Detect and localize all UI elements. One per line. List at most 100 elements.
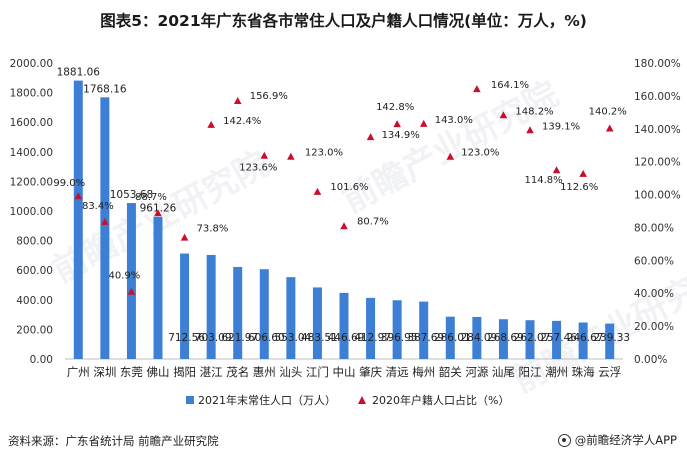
y-right-tick-label: 0.00% [634,354,667,366]
ratio-value-label: 40.9% [109,271,141,282]
x-tick-label: 汕尾 [492,365,515,379]
ratio-marker [233,96,242,104]
y-left-tick-label: 400.00 [16,295,53,307]
x-tick-label: 湛江 [200,365,223,379]
legend-bar-label: 2021年末常住人口（万人） [198,393,336,407]
x-tick-label: 广州 [67,365,90,379]
bar-value-label: 284.09 [460,332,497,344]
ratio-value-label: 142.8% [376,102,414,113]
y-right-tick-label: 120.00% [634,157,681,169]
x-tick-label: 茂名 [226,365,249,379]
ratio-marker [579,169,587,177]
bar-value-label: 239.33 [593,332,630,344]
bar-value-label: 1053.68 [110,189,153,201]
y-right-tick-label: 80.00% [634,222,674,234]
ratio-marker [260,151,269,159]
y-left-tick-label: 1400.00 [10,147,53,159]
y-left-tick-label: 1800.00 [10,88,53,100]
y-left-tick-label: 1200.00 [10,176,53,188]
x-tick-label: 潮州 [545,365,568,379]
bar [286,277,296,359]
ratio-value-label: 83.4% [82,201,114,212]
bar [180,253,190,359]
ratio-value-label: 99.0% [53,178,85,189]
y-right-tick-label: 60.00% [634,255,674,267]
bar [233,266,243,359]
x-tick-label: 东莞 [120,365,143,379]
ratio-value-label: 139.1% [542,121,580,132]
y-left-tick-label: 800.00 [16,236,53,248]
brand-icon [557,433,571,447]
ratio-value-label: 134.9% [382,130,420,141]
ratio-marker [180,233,189,241]
x-tick-label: 清远 [386,365,409,379]
ratio-value-label: 123.0% [305,148,343,159]
ratio-value-label: 73.8% [197,224,229,235]
bar-value-label: 286.01 [434,332,471,344]
ratio-marker [287,152,295,160]
x-tick-label: 汕头 [279,365,302,379]
ratio-value-label: 114.8% [525,175,563,186]
y-right-tick-label: 20.00% [634,321,674,333]
bar [498,319,508,359]
brand-text: @前瞻经济学人APP [574,433,677,447]
x-tick-label: 中山 [333,365,356,379]
bar [126,203,136,359]
y-left-tick-label: 200.00 [16,324,53,336]
x-tick-label: 河源 [465,365,488,379]
y-left-tick-label: 1000.00 [10,206,53,218]
ratio-value-label: 143.0% [435,115,473,126]
bar-value-label: 446.69 [328,332,365,344]
y-right-tick-label: 160.00% [634,91,681,103]
x-tick-label: 惠州 [253,365,276,379]
x-tick-label: 深圳 [93,365,116,379]
x-tick-label: 梅州 [412,365,435,379]
bar [605,323,615,359]
y-left-tick-label: 1600.00 [10,117,53,129]
y-right-tick-label: 40.00% [634,288,674,300]
bar-value-label: 268.69 [487,332,524,344]
x-tick-label: 珠海 [572,365,595,379]
ratio-marker [207,120,215,128]
ratio-marker [552,166,561,174]
bar-value-label: 387.69 [407,332,444,344]
x-tick-label: 韶关 [439,365,462,379]
bar [153,216,163,359]
ratio-marker [499,111,508,119]
ratio-marker [446,152,455,160]
bar [472,316,482,359]
y-right-tick-label: 100.00% [634,190,681,202]
ratio-marker [313,187,322,195]
ratio-value-label: 164.1% [491,80,529,91]
ratio-marker [154,209,162,217]
bar [392,300,402,359]
legend-bar-swatch [186,396,194,404]
bar [100,97,110,359]
ratio-value-label: 112.6% [560,182,598,193]
bar-value-label: 1768.16 [83,83,127,95]
bar-value-label: 483.51 [301,332,338,344]
ratio-marker [127,287,136,295]
bar-value-label: 606.60 [248,332,285,344]
x-tick-label: 云浮 [598,365,621,379]
x-tick-label: 揭阳 [173,365,196,379]
bar [552,320,562,359]
brand-logo: @前瞻经济学人APP [557,432,677,448]
ratio-value-label: 80.7% [357,216,389,227]
bar [578,322,588,359]
combo-chart: 0.00 200.00 400.00 600.00 800.00 1000.00 1200.… [10,58,681,407]
y-left-tick-label: 2000.00 [10,58,53,70]
x-tick-label: 肇庆 [359,365,382,379]
source-note: 资料来源：广东省统计局 前瞻产业研究院 [8,434,219,448]
ratio-value-label: 156.9% [250,91,288,102]
bar [259,269,269,359]
ratio-marker [74,192,83,200]
bar-value-label: 553.04 [274,332,311,344]
bar-value-label: 621.97 [221,332,258,344]
y-left-tick-label: 600.00 [16,265,53,277]
ratio-value-label: 88.7% [135,192,167,203]
bar-value-label: 262.07 [514,332,551,344]
ratio-marker [419,119,428,127]
bar-value-label: 703.09 [195,332,232,344]
bar [312,287,322,359]
